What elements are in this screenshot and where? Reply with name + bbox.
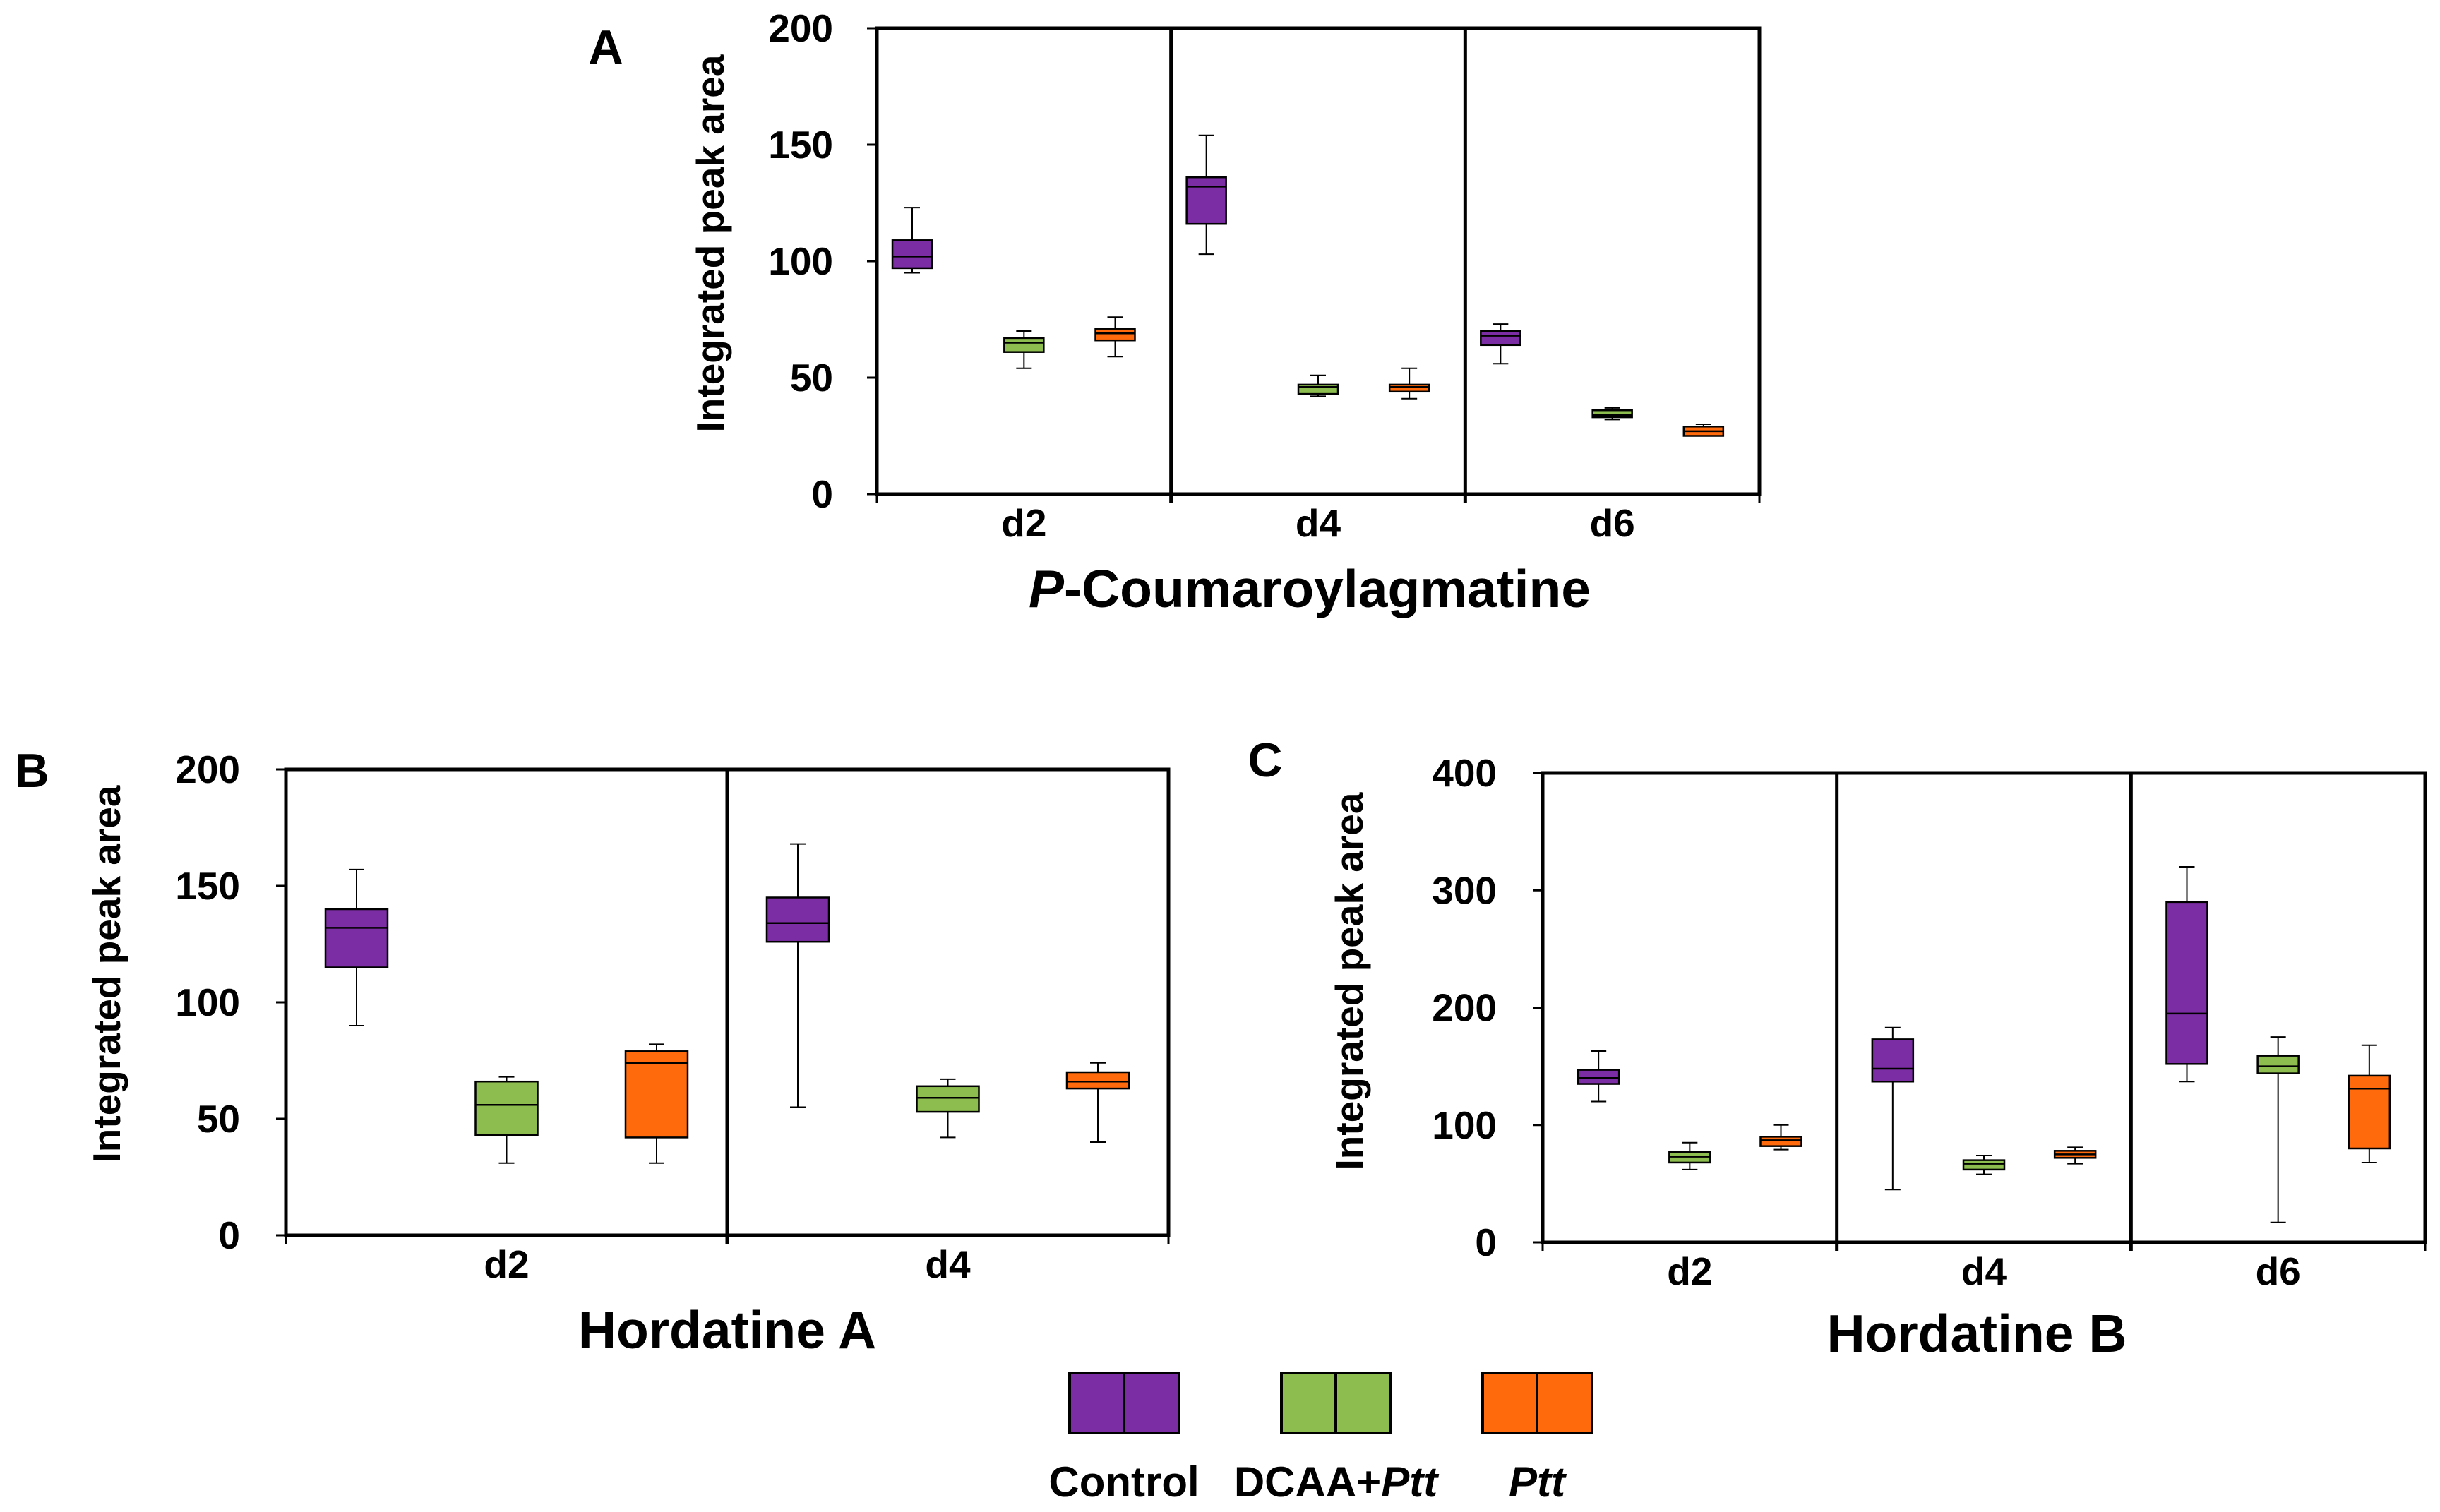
panel-b-y-tick-label: 0 bbox=[218, 1213, 240, 1257]
panel-c-plot: 0 100 200 300 400 d2 d4 d6 bbox=[1432, 751, 2427, 1293]
panel-c-box-control-d4 bbox=[1871, 1038, 1915, 1083]
legend-item-dcaa-ptt: DCAA+Ptt bbox=[1234, 1372, 1440, 1506]
panel-a-plot: 0 50 100 150 200 d2 d4 d6 bbox=[768, 6, 1762, 545]
panel-c: C 0 100 200 300 400 d2 d4 d6 Integrated peak ar… bbox=[1248, 733, 2427, 1363]
panel-b-title: Hordatine A bbox=[578, 1300, 876, 1360]
panel-b-box-dcaa_ptt-d4 bbox=[916, 1085, 980, 1113]
panel-b-box-control-d4 bbox=[765, 896, 830, 943]
panel-a-category-label: d2 bbox=[1001, 501, 1046, 545]
panel-c-box-ptt-d6 bbox=[2348, 1074, 2391, 1150]
panel-c-box-dcaa_ptt-d6 bbox=[2256, 1055, 2300, 1074]
panel-c-letter: C bbox=[1248, 733, 1282, 787]
panel-b-ylabel: Integrated peak area bbox=[85, 785, 128, 1163]
panel-a-y-tick-label: 200 bbox=[768, 6, 833, 50]
panel-c-box-dcaa_ptt-d4 bbox=[1962, 1159, 2006, 1171]
panel-b-box-dcaa_ptt-d2 bbox=[474, 1080, 539, 1136]
legend-label-ptt: Ptt bbox=[1509, 1458, 1567, 1506]
panel-c-box-control-d2 bbox=[1577, 1069, 1620, 1085]
panel-b-box-ptt-d2 bbox=[624, 1050, 689, 1139]
panel-c-category-label: d4 bbox=[1961, 1249, 2007, 1293]
panel-b-y-tick-label: 150 bbox=[175, 864, 240, 908]
panel-c-y-tick-label: 100 bbox=[1432, 1103, 1497, 1147]
panel-a-category-label: d4 bbox=[1296, 501, 1341, 545]
panel-b-y-tick-label: 100 bbox=[175, 980, 240, 1024]
panel-a-frame bbox=[875, 26, 1762, 496]
panel-c-ylabel: Integrated peak area bbox=[1327, 792, 1371, 1170]
legend-label-dcaa-ptt-plain: DCAA+ bbox=[1234, 1458, 1381, 1506]
panel-a-letter: A bbox=[588, 20, 623, 74]
panel-b-category-label: d2 bbox=[484, 1242, 529, 1286]
panel-a-y-tick-label: 150 bbox=[768, 123, 833, 167]
panel-c-y-tick-label: 200 bbox=[1432, 986, 1497, 1030]
legend-label-dcaa-ptt-italic: Ptt bbox=[1381, 1458, 1440, 1506]
panel-b-y-tick-label: 200 bbox=[175, 748, 240, 791]
panel-a-title: P-Coumaroylagmatine bbox=[1029, 559, 1591, 618]
panel-c-y-tick-label: 400 bbox=[1432, 751, 1497, 795]
panel-a-ylabel: Integrated peak area bbox=[688, 54, 732, 432]
panel-b-letter: B bbox=[14, 744, 49, 798]
legend-item-ptt: Ptt bbox=[1481, 1372, 1593, 1506]
legend: Control DCAA+Ptt Ptt bbox=[1048, 1372, 1593, 1506]
panel-a-title-rest: -Coumaroylagmatine bbox=[1064, 559, 1591, 618]
panel-b-category-label: d4 bbox=[925, 1242, 971, 1286]
panel-c-category-label: d2 bbox=[1667, 1249, 1712, 1293]
legend-label-control: Control bbox=[1048, 1458, 1199, 1506]
panel-b-box-ptt-d4 bbox=[1065, 1071, 1130, 1090]
panel-a-box-dcaa_ptt-d6 bbox=[1591, 409, 1633, 419]
panel-c-box-control-d6 bbox=[2165, 901, 2208, 1065]
panel-a: A 0 50 100 150 200 d2 d4 d6 Integrated peak are… bbox=[588, 6, 1762, 618]
panel-c-y-tick-label: 0 bbox=[1475, 1220, 1497, 1264]
panel-c-category-label: d6 bbox=[2256, 1249, 2301, 1293]
panel-a-box-ptt-d2 bbox=[1094, 328, 1136, 342]
panel-a-title-italic: P bbox=[1029, 559, 1065, 618]
panel-c-title: Hordatine B bbox=[1826, 1304, 2127, 1363]
panel-b-plot: 0 50 100 150 200 d2 d4 bbox=[175, 748, 1171, 1286]
panel-a-y-tick-label: 100 bbox=[768, 239, 833, 283]
panel-a-box-dcaa_ptt-d2 bbox=[1003, 337, 1045, 353]
panel-a-y-tick-label: 0 bbox=[811, 472, 833, 516]
panel-a-box-dcaa_ptt-d4 bbox=[1297, 383, 1339, 395]
legend-item-control: Control bbox=[1048, 1372, 1200, 1506]
legend-label-dcaa-ptt: DCAA+Ptt bbox=[1234, 1458, 1440, 1506]
panel-a-y-tick-label: 50 bbox=[790, 356, 833, 400]
panel-c-box-ptt-d2 bbox=[1759, 1136, 1802, 1147]
panel-b-box-control-d2 bbox=[324, 908, 389, 968]
panel-a-box-ptt-d4 bbox=[1388, 383, 1430, 393]
panel-a-category-label: d6 bbox=[1590, 501, 1635, 545]
panel-a-box-control-d2 bbox=[891, 239, 933, 270]
panel-a-box-control-d6 bbox=[1480, 330, 1521, 347]
panel-b-y-tick-label: 50 bbox=[197, 1097, 240, 1141]
panel-a-box-control-d4 bbox=[1185, 176, 1227, 225]
panel-c-y-tick-label: 300 bbox=[1432, 868, 1497, 912]
